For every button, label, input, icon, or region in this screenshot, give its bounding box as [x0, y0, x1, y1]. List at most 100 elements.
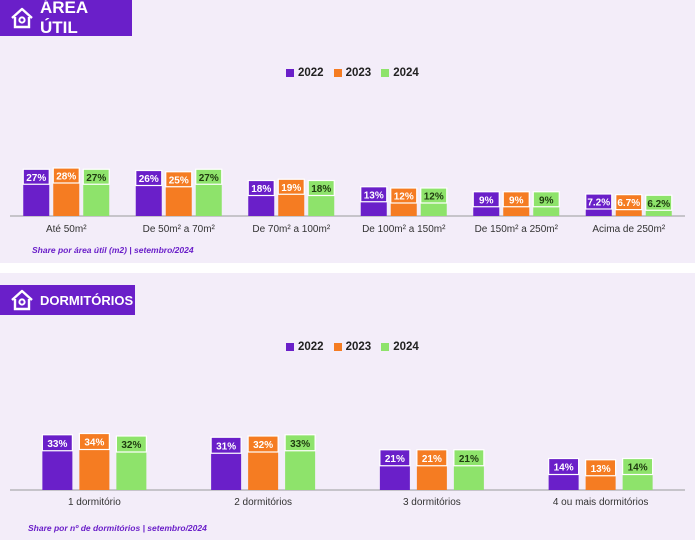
data-label-box: [115, 435, 147, 453]
area-util-tag: ÁREA ÚTIL: [0, 0, 132, 37]
data-label-box: [420, 187, 448, 204]
dormitorios-tag: DORMITÓRIOS: [0, 285, 135, 315]
bar-2022-4: [473, 204, 500, 216]
data-label: 13%: [364, 190, 384, 201]
data-label: 32%: [121, 440, 141, 451]
data-label: 27%: [199, 173, 219, 184]
bar-2024-1: [195, 182, 222, 216]
data-label: 9%: [509, 195, 524, 206]
data-label: 18%: [311, 184, 331, 195]
data-label-box: [22, 168, 50, 185]
data-label-box: [135, 169, 163, 187]
data-label: 14%: [554, 463, 574, 474]
data-label-box: [247, 435, 279, 453]
data-label: 9%: [479, 195, 494, 206]
data-label-box: [210, 436, 242, 454]
data-label: 13%: [591, 464, 611, 475]
data-label-box: [379, 449, 411, 467]
house-icon: [10, 6, 34, 30]
data-label-box: [548, 457, 580, 476]
data-label: 34%: [84, 438, 104, 449]
data-label-box: [195, 168, 223, 185]
data-label-box: [82, 168, 110, 185]
data-label-box: [472, 191, 500, 208]
area-legend: 2022 2023 2024: [286, 67, 419, 79]
legend-item-2022: 2022: [286, 341, 324, 353]
data-label: 7.2%: [587, 198, 610, 209]
bar-2024-4: [533, 204, 560, 216]
area-bar-chart: 27% 28% 27% Até 50m² 26% 25% 27% De 50m² a 70m²…: [10, 167, 685, 235]
data-label-box: [390, 187, 418, 204]
data-label: 21%: [422, 454, 442, 465]
category-label: De 50m² a 70m²: [143, 224, 216, 235]
section-divider: [0, 263, 695, 273]
category-label: 1 dormitório: [68, 497, 121, 508]
data-label: 6.7%: [617, 198, 640, 209]
bar-2022-5: [585, 207, 612, 216]
category-label: Acima de 250m²: [592, 224, 665, 235]
bar-2024-2: [453, 463, 484, 490]
bar-2023-2: [416, 463, 447, 490]
data-label-box: [307, 179, 335, 197]
data-label-box: [360, 186, 388, 203]
data-label: 25%: [169, 175, 189, 186]
data-label-box: [453, 449, 485, 467]
category-label: 4 ou mais dormitórios: [553, 497, 649, 508]
bar-2022-2: [379, 463, 410, 490]
data-label-box: [585, 459, 617, 477]
data-label: 33%: [47, 439, 67, 450]
bar-2024-0: [116, 450, 147, 490]
data-label-box: [41, 434, 73, 452]
bar-2022-1: [135, 183, 162, 216]
bar-2023-0: [79, 447, 110, 490]
category-label: 3 dormitórios: [403, 497, 461, 508]
data-label-box: [52, 167, 80, 184]
dormitorios-bar-chart: 33% 34% 32% 1 dormitório 31% 32% 33% 2 dormitór…: [10, 432, 685, 508]
data-label: 32%: [253, 440, 273, 451]
category-label: De 100m² a 150m²: [362, 224, 446, 235]
legend-item-2023: 2023: [333, 67, 371, 79]
data-label: 26%: [139, 174, 159, 185]
data-label: 12%: [394, 192, 414, 203]
data-label: 6.2%: [647, 199, 670, 210]
bar-2023-1: [248, 450, 279, 490]
bar-2022-0: [23, 182, 50, 216]
bar-2024-1: [285, 448, 316, 490]
data-label-box: [78, 432, 110, 451]
data-label: 31%: [216, 441, 236, 452]
data-label-box: [416, 449, 448, 467]
data-label-box: [284, 434, 316, 452]
data-label: 14%: [628, 463, 648, 474]
bar-2023-2: [278, 192, 305, 216]
bar-2023-3: [390, 201, 417, 216]
area-util-title: ÁREA ÚTIL: [40, 0, 88, 37]
house-icon: [10, 288, 34, 312]
data-label: 9%: [539, 195, 554, 206]
data-label: 33%: [290, 439, 310, 450]
bar-2023-0: [53, 181, 80, 216]
data-label: 21%: [385, 454, 405, 465]
data-label-box: [645, 194, 673, 211]
area-util-section: ÁREA ÚTIL 2022 2023 2024 27% 28% 27% Até 50…: [0, 0, 695, 263]
data-label-box: [585, 193, 613, 210]
data-label: 19%: [281, 183, 301, 194]
data-label: 21%: [459, 454, 479, 465]
legend-item-2024: 2024: [381, 341, 419, 353]
data-label: 18%: [251, 184, 271, 195]
data-label-box: [165, 171, 193, 188]
bar-2023-5: [615, 207, 642, 216]
bar-2024-0: [83, 182, 110, 216]
bar-2023-4: [503, 204, 530, 216]
data-label-box: [247, 179, 275, 197]
data-label-box: [532, 191, 560, 208]
dorm-legend: 2022 2023 2024: [286, 341, 419, 353]
bar-2022-0: [42, 448, 73, 490]
bar-2024-3: [622, 472, 653, 490]
bar-2022-1: [211, 451, 242, 490]
data-label: 27%: [86, 173, 106, 184]
data-label: 27%: [26, 173, 46, 184]
category-label: 2 dormitórios: [234, 497, 292, 508]
category-label: Até 50m²: [46, 224, 87, 235]
legend-item-2024: 2024: [381, 67, 419, 79]
data-label-box: [502, 191, 530, 208]
